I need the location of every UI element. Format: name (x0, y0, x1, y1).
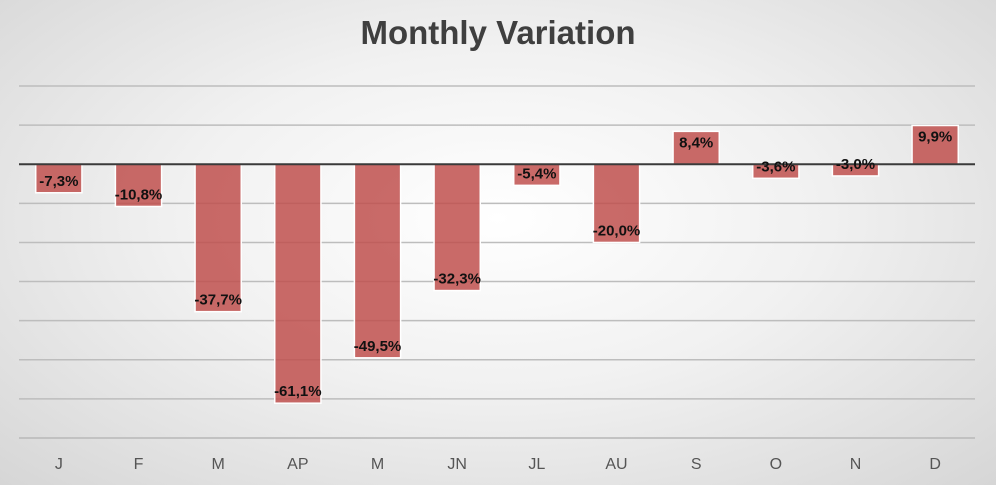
category-label: J (55, 456, 63, 473)
data-labels: -7,3% -10,8% -37,7% -61,1% -49,5% -32,3% -5,4%… (39, 129, 952, 401)
category-label: D (929, 456, 941, 473)
data-label: -3,6% (756, 158, 795, 175)
data-label: 8,4% (679, 134, 713, 151)
category-label: O (770, 456, 782, 473)
category-label: S (691, 456, 702, 473)
category-label: F (134, 456, 144, 473)
data-label: -10,8% (115, 186, 163, 203)
category-label: N (850, 456, 862, 473)
category-label: AU (605, 456, 627, 473)
data-label: -3,0% (836, 156, 875, 173)
data-label: -7,3% (39, 173, 78, 190)
category-label: JN (447, 456, 467, 473)
data-label: -32,3% (433, 271, 481, 288)
zero-axis (19, 163, 975, 439)
bar (34, 163, 83, 194)
data-label: -20,0% (593, 222, 641, 239)
data-label: -61,1% (274, 383, 322, 400)
data-label: -49,5% (354, 338, 402, 355)
bar (353, 163, 402, 359)
data-label: -5,4% (517, 165, 556, 182)
data-label: -37,7% (194, 292, 242, 309)
category-label: M (371, 456, 384, 473)
bar (592, 163, 641, 244)
category-label: M (212, 456, 225, 473)
category-label: JL (528, 456, 545, 473)
category-label: AP (287, 456, 308, 473)
gridlines (19, 85, 975, 439)
bar (273, 163, 322, 404)
bar (911, 124, 960, 165)
data-label: 9,9% (918, 129, 952, 146)
bars (34, 124, 960, 404)
bar (194, 163, 243, 313)
category-axis: J F M AP M JN JL AU S O N D (55, 456, 941, 473)
chart-title: Monthly Variation (360, 14, 636, 51)
